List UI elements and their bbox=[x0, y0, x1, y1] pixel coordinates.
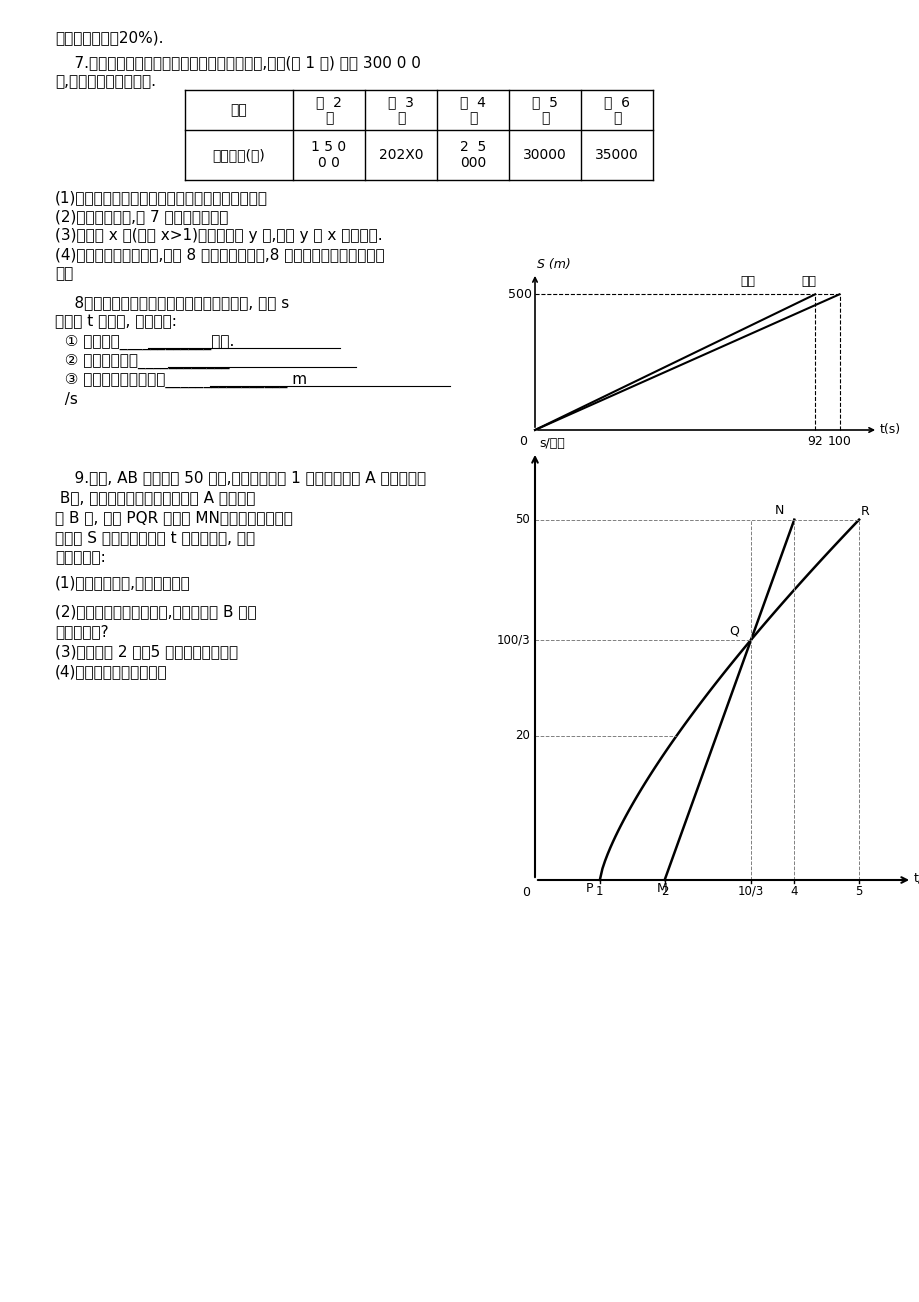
Text: 交付房款(元): 交付房款(元) bbox=[212, 148, 265, 161]
Text: 0: 0 bbox=[518, 435, 527, 448]
Text: 10/3: 10/3 bbox=[737, 885, 764, 898]
Text: (2)根据表格推测,第 7 年应付款多少元: (2)根据表格推测,第 7 年应付款多少元 bbox=[55, 210, 228, 224]
Text: 35000: 35000 bbox=[595, 148, 638, 161]
Text: 100/3: 100/3 bbox=[496, 633, 529, 646]
Text: 与时间 t 的关系, 读图填空:: 与时间 t 的关系, 读图填空: bbox=[55, 314, 176, 329]
Text: (3)如果第 x 年(其中 x>1)应付房款为 y 元,写出 y 与 x 的关系式.: (3)如果第 x 年(其中 x>1)应付房款为 y 元,写出 y 与 x 的关系… bbox=[55, 228, 382, 243]
Text: N: N bbox=[774, 504, 783, 517]
Text: /s: /s bbox=[55, 392, 78, 408]
Text: ③ 王平在赛跑中速度是________________ m: ③ 王平在赛跑中速度是________________ m bbox=[55, 372, 307, 388]
Text: 1: 1 bbox=[596, 885, 603, 898]
Text: R: R bbox=[860, 505, 868, 518]
Text: 往 B 地, 图中 PQR 和线段 MN分别表示甲和乙所: 往 B 地, 图中 PQR 和线段 MN分别表示甲和乙所 bbox=[55, 510, 292, 525]
Text: 王平: 王平 bbox=[800, 275, 816, 288]
Text: 1 5 0
0 0: 1 5 0 0 0 bbox=[312, 139, 346, 171]
Text: 第  4
年: 第 4 年 bbox=[460, 95, 485, 125]
Text: t(s): t(s) bbox=[879, 423, 900, 435]
Text: 有多少千米?: 有多少千米? bbox=[55, 624, 108, 639]
Text: 30000: 30000 bbox=[523, 148, 566, 161]
Text: s/千米: s/千米 bbox=[539, 437, 564, 450]
Text: ② 先到终点的是____________: ② 先到终点的是____________ bbox=[55, 354, 229, 370]
Text: 7.某居民小区按照分期付款的方式售房购房时,首期(第 1 年) 付款 300 0 0: 7.某居民小区按照分期付款的方式售房购房时,首期(第 1 年) 付款 300 0… bbox=[55, 55, 420, 70]
Text: 0: 0 bbox=[521, 885, 529, 898]
Text: (4)小明家购得一套住房,到第 8 年恰好付清房款,8 年来他家一共交付房款多: (4)小明家购得一套住房,到第 8 年恰好付清房款,8 年来他家一共交付房款多 bbox=[55, 247, 384, 262]
Text: 92: 92 bbox=[807, 435, 823, 448]
Text: B地, 乙也于同日下午骑摩托车从 A 地出发驶: B地, 乙也于同日下午骑摩托车从 A 地出发驶 bbox=[55, 490, 255, 505]
Text: (3)甲从下午 2 时到5 时的速度是多少？: (3)甲从下午 2 时到5 时的速度是多少？ bbox=[55, 644, 238, 659]
Text: 9.如图, AB 两地相距 50 千米,甲于某日下午 1 时骑自行车从 A 地出发驶往: 9.如图, AB 两地相距 50 千米,甲于某日下午 1 时骑自行车从 A 地出… bbox=[55, 470, 425, 486]
Text: 第  2
年: 第 2 年 bbox=[316, 95, 342, 125]
Text: 8、如图这是李明、王平两人在一次赛跑中, 路程 s: 8、如图这是李明、王平两人在一次赛跑中, 路程 s bbox=[55, 296, 289, 310]
Text: 100: 100 bbox=[827, 435, 851, 448]
Text: 年份: 年份 bbox=[231, 103, 247, 117]
Text: 20: 20 bbox=[515, 729, 529, 742]
Text: 4: 4 bbox=[789, 885, 797, 898]
Text: M: M bbox=[655, 881, 666, 894]
Text: (2)乙行駆多少分钟赶上甲,这时两人离 B 地还: (2)乙行駆多少分钟赶上甲,这时两人离 B 地还 bbox=[55, 604, 256, 618]
Text: t/时: t/时 bbox=[913, 872, 919, 885]
Text: (1)甲出发几小时,乙才开始出发: (1)甲出发几小时,乙才开始出发 bbox=[55, 575, 190, 590]
Text: P: P bbox=[584, 881, 592, 894]
Text: (1)上表反映了哪两个变量之间的关系哪个是自变量: (1)上表反映了哪两个变量之间的关系哪个是自变量 bbox=[55, 190, 267, 204]
Text: 50: 50 bbox=[515, 513, 529, 526]
Text: (4)乙行駆的速度是多少？: (4)乙行駆的速度是多少？ bbox=[55, 664, 167, 680]
Text: 第  5
年: 第 5 年 bbox=[531, 95, 557, 125]
Text: 要交纳所得税的20%).: 要交纳所得税的20%). bbox=[55, 30, 164, 46]
Text: 5: 5 bbox=[855, 885, 862, 898]
Text: 2  5
000: 2 5 000 bbox=[460, 139, 485, 171]
Text: Q: Q bbox=[729, 625, 738, 638]
Text: 李明: 李明 bbox=[740, 275, 754, 288]
Text: 行驶的 S 与该日下午时间 t 之间的关系, 试根: 行驶的 S 与该日下午时间 t 之间的关系, 试根 bbox=[55, 530, 255, 546]
Text: 元,以后每年付款如下表.: 元,以后每年付款如下表. bbox=[55, 74, 156, 89]
Text: 2: 2 bbox=[660, 885, 668, 898]
Text: 500: 500 bbox=[507, 288, 531, 301]
Text: ① 这是一次____________赛跑.: ① 这是一次____________赛跑. bbox=[55, 335, 234, 350]
Text: S (m): S (m) bbox=[537, 258, 570, 271]
Text: 少元: 少元 bbox=[55, 266, 74, 281]
Text: 第  3
年: 第 3 年 bbox=[388, 95, 414, 125]
Text: 第  6
年: 第 6 年 bbox=[604, 95, 630, 125]
Text: 202X0: 202X0 bbox=[379, 148, 423, 161]
Text: 据图形回答:: 据图形回答: bbox=[55, 549, 106, 565]
